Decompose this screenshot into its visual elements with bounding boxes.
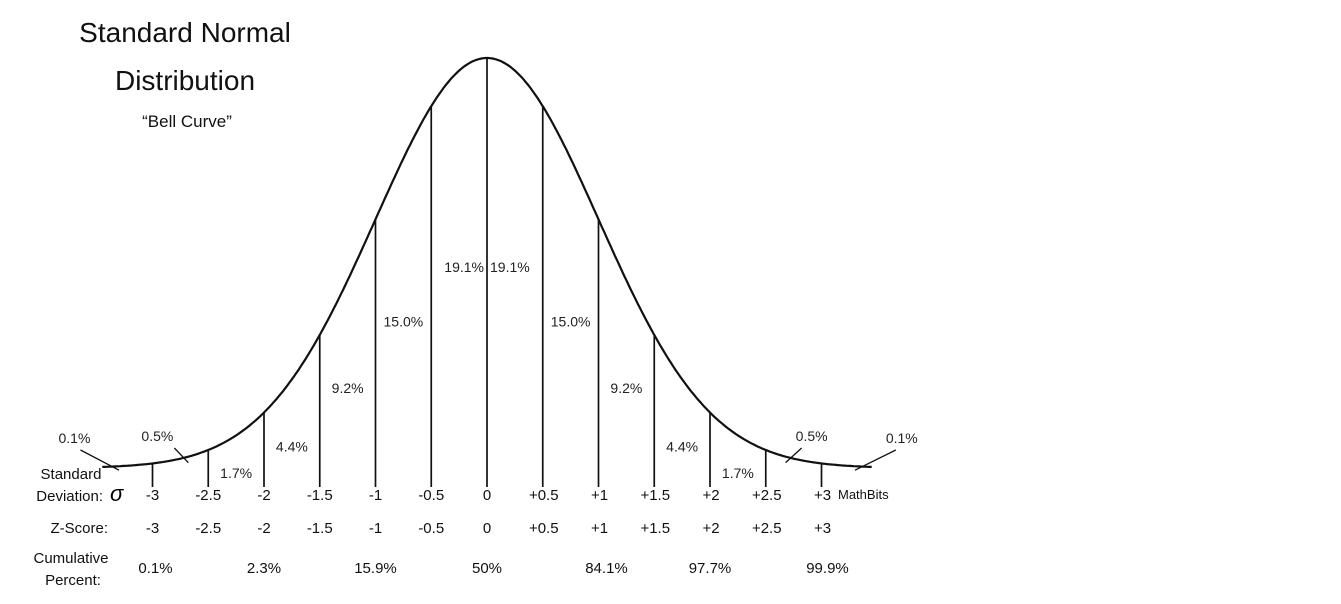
segment-percent-label: 9.2% — [332, 380, 364, 396]
tail-percent-label: 0.1% — [58, 430, 90, 446]
sd-tick-label: -3 — [146, 487, 159, 504]
sd-tick-label: 0 — [483, 487, 491, 504]
sd-tick-label: -2.5 — [195, 487, 221, 504]
cumulative-layer: 0.1% 2.3% 15.9% 50% 84.1% 97.7% 99.9% — [138, 560, 848, 577]
segment-percent-label: 0.5% — [141, 428, 173, 444]
z-score-label: +2 — [702, 520, 719, 537]
segment-percent-label: 19.1% — [444, 259, 484, 275]
sigma-symbol: σ — [110, 481, 124, 506]
sd-tick-label: +2 — [702, 487, 719, 504]
title-line-1: Standard Normal — [79, 17, 291, 48]
sd-row-label-line-1: Standard — [41, 466, 102, 483]
segment-percent-label: 1.7% — [220, 465, 252, 481]
sd-tick-label: -1 — [369, 487, 382, 504]
z-score-label: -0.5 — [418, 520, 444, 537]
cumulative-percent-label: 97.7% — [689, 560, 732, 577]
sd-tick-label: +1.5 — [640, 487, 670, 504]
z-score-label: +1.5 — [640, 520, 670, 537]
z-score-label: -2 — [257, 520, 270, 537]
segment-percent-label: 9.2% — [610, 380, 642, 396]
cumulative-percent-label: 15.9% — [354, 560, 397, 577]
tail-leader-line — [854, 449, 897, 471]
mathbits-brand: MathBits — [838, 487, 889, 502]
sd-tick-label: -1.5 — [307, 487, 333, 504]
sd-ticks-layer: -3 -2.5 -2 -1.5 -1 -0.5 0 +0.5 +1 +1.5 +2 +2.5 +3 — [146, 487, 831, 504]
sd-tick-label: +2.5 — [752, 487, 782, 504]
segment-percent-label: 15.0% — [551, 313, 591, 329]
title-line-2: Distribution — [115, 65, 255, 96]
segment-percent-label: 0.5% — [796, 428, 828, 444]
z-score-row-label: Z-Score: — [50, 520, 108, 537]
cumulative-row-label-line-2: Percent: — [45, 572, 101, 589]
z-score-label: +3 — [814, 520, 831, 537]
z-score-label: +2.5 — [752, 520, 782, 537]
z-score-label: -1.5 — [307, 520, 333, 537]
cumulative-percent-label: 84.1% — [585, 560, 628, 577]
segment-leader-line — [173, 447, 189, 464]
z-score-layer: -3 -2.5 -2 -1.5 -1 -0.5 0 +0.5 +1 +1.5 +2 +2.5 +3 — [146, 520, 831, 537]
cumulative-row-label-line-1: Cumulative — [33, 550, 108, 567]
segment-percent-label: 4.4% — [666, 439, 698, 455]
sd-tick-label: +0.5 — [529, 487, 559, 504]
z-score-label: +1 — [591, 520, 608, 537]
subtitle: “Bell Curve” — [142, 112, 232, 131]
z-score-label: +0.5 — [529, 520, 559, 537]
sd-tick-label: -0.5 — [418, 487, 444, 504]
cumulative-percent-label: 2.3% — [247, 560, 281, 577]
sd-tick-label: +1 — [591, 487, 608, 504]
tail-percent-label: 0.1% — [886, 430, 918, 446]
segment-labels-layer: 0.5% 1.7% 4.4% 9.2% 15.0% 19.1% 19.1% 15.0% 9.2%… — [58, 259, 917, 481]
segment-percent-label: 15.0% — [384, 313, 424, 329]
segment-leader-line — [785, 447, 803, 464]
segment-percent-label: 4.4% — [276, 439, 308, 455]
sd-tick-label: +3 — [814, 487, 831, 504]
z-score-label: -3 — [146, 520, 159, 537]
sd-row-label-line-2: Deviation: — [36, 488, 103, 505]
sd-lines-layer — [151, 58, 823, 487]
z-score-label: -1 — [369, 520, 382, 537]
cumulative-percent-label: 0.1% — [138, 560, 172, 577]
segment-percent-label: 1.7% — [722, 465, 754, 481]
segment-percent-label: 19.1% — [490, 259, 530, 275]
z-score-label: 0 — [483, 520, 491, 537]
sd-tick-label: -2 — [257, 487, 270, 504]
tail-leader-line — [80, 449, 120, 471]
cumulative-percent-label: 99.9% — [806, 560, 849, 577]
cumulative-percent-label: 50% — [472, 560, 502, 577]
z-score-label: -2.5 — [195, 520, 221, 537]
